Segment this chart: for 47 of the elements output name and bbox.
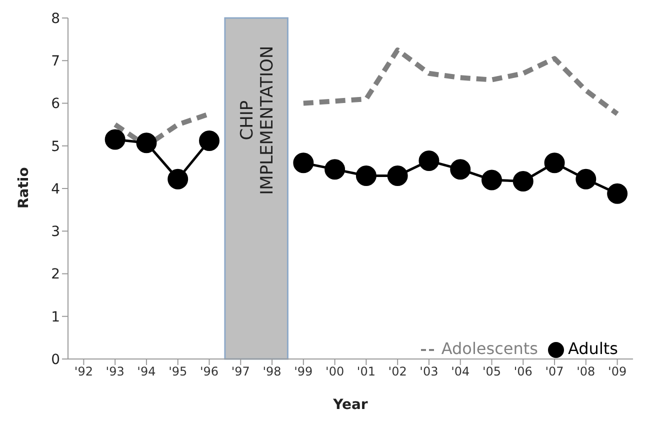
x-tick-label: '09 (608, 364, 627, 379)
point (544, 152, 565, 174)
y-tick-label: 1 (51, 309, 60, 326)
x-tick-label: '99 (294, 364, 313, 379)
point (136, 132, 157, 154)
point (168, 168, 188, 190)
x-tick-label: '08 (576, 364, 596, 379)
band-label: CHIP IMPLEMENTATION (237, 46, 278, 195)
legend-label: Adults (568, 339, 618, 358)
x-tick-label: '02 (388, 364, 407, 379)
y-tick-label: 4 (51, 181, 60, 198)
point (324, 159, 346, 180)
point (418, 150, 440, 172)
x-tick-label: '97 (231, 364, 250, 379)
x-tick-label: '96 (200, 364, 219, 379)
x-axis-title: Year (332, 397, 368, 413)
x-tick-label: '93 (106, 364, 124, 379)
x-tick-label: '04 (451, 364, 470, 379)
x-tick-label: '94 (137, 364, 156, 379)
legend-label: Adolescents (441, 339, 538, 358)
point (387, 165, 408, 186)
y-tick-label: 2 (51, 266, 60, 283)
x-tick-label: '92 (74, 364, 93, 379)
y-axis-title: Ratio (16, 166, 32, 208)
point (293, 152, 314, 174)
y-tick-label: 6 (51, 96, 60, 112)
x-tick-label: '05 (482, 364, 502, 379)
x-tick-label: '07 (545, 364, 564, 379)
point (450, 159, 471, 180)
x-tick-label: '95 (168, 364, 188, 379)
y-tick-label: 0 (51, 352, 60, 368)
point (104, 129, 126, 150)
point (482, 170, 502, 190)
y-tick-label: 8 (51, 10, 60, 27)
x-tick-label: '03 (420, 364, 438, 379)
y-tick-label: 3 (51, 224, 60, 240)
point (512, 171, 534, 192)
x-tick-label: '06 (514, 364, 532, 379)
point (356, 165, 376, 186)
x-tick-label: '01 (356, 364, 376, 379)
x-tick-label: '00 (326, 364, 344, 379)
point (607, 183, 628, 204)
x-tick-label: '98 (262, 364, 282, 379)
point (199, 130, 220, 152)
point (576, 168, 596, 190)
y-tick-label: 7 (51, 54, 60, 70)
y-tick-label: 5 (51, 138, 60, 155)
